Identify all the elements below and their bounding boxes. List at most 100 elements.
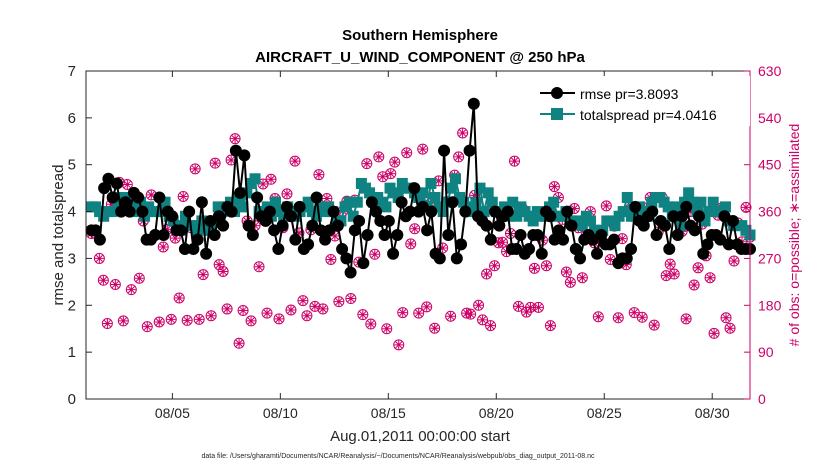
- obs-possible-point: [345, 293, 357, 305]
- obs-assimilated-point: [513, 301, 523, 311]
- obs-assimilated-point: [422, 302, 432, 312]
- obs-assimilated-point: [693, 263, 703, 273]
- y-left-tick-label: 4: [68, 204, 76, 221]
- rmse-point: [484, 233, 497, 246]
- y-right-tick-label: 630: [758, 63, 782, 79]
- totalspread-point: [662, 201, 674, 213]
- rmse-point: [225, 205, 238, 218]
- obs-assimilated-point: [258, 179, 268, 189]
- rmse-point: [357, 257, 370, 270]
- obs-assimilated-point: [182, 315, 192, 325]
- obs-possible-point: [473, 299, 485, 311]
- obs-assimilated-point: [398, 308, 408, 318]
- rmse-point: [438, 144, 451, 157]
- rmse-point: [561, 205, 574, 218]
- obs-assimilated-point: [529, 263, 539, 273]
- rmse-point: [548, 233, 561, 246]
- obs-possible-point: [740, 201, 752, 213]
- obs-assimilated-point: [689, 280, 699, 290]
- obs-assimilated-point: [322, 194, 332, 204]
- rmse-point: [688, 224, 701, 237]
- obs-possible-point: [417, 143, 429, 155]
- obs-possible-point: [213, 259, 225, 271]
- obs-assimilated-point: [649, 320, 659, 330]
- totalspread-point: [278, 210, 290, 222]
- y-right-tick-label: 90: [758, 344, 774, 360]
- obs-assimilated-point: [358, 310, 368, 320]
- rmse-point: [459, 205, 472, 218]
- obs-assimilated-point: [178, 191, 188, 201]
- obs-possible-point: [393, 339, 405, 351]
- obs-assimilated-point: [577, 273, 587, 283]
- obs-possible-point: [481, 268, 493, 280]
- obs-possible-point: [397, 307, 409, 319]
- totalspread-point: [417, 187, 429, 199]
- data-file-footnote: data file: /Users/gharamti/Documents/NCA…: [201, 453, 595, 460]
- totalspread-point: [437, 206, 449, 218]
- obs-possible-point: [560, 266, 572, 278]
- totalspread-point: [511, 210, 523, 222]
- rmse-point: [650, 229, 663, 241]
- obs-assimilated-point: [154, 317, 164, 327]
- obs-assimilated-point: [406, 239, 416, 249]
- legend: rmse pr=3.8093 totalspread pr=4.0416: [530, 76, 750, 126]
- obs-possible-point: [628, 307, 640, 319]
- obs-possible-point: [728, 255, 740, 267]
- obs-possible-point: [313, 169, 325, 181]
- rmse-point: [310, 191, 323, 204]
- obs-assimilated-point: [290, 156, 300, 166]
- obs-assimilated-point: [230, 134, 240, 144]
- obs-assimilated-point: [286, 305, 296, 315]
- obs-possible-point: [509, 155, 520, 167]
- rmse-point: [178, 243, 191, 256]
- totalspread-point: [486, 196, 498, 208]
- obs-assimilated-point: [262, 308, 272, 318]
- obs-assimilated-point: [709, 328, 719, 338]
- totalspread-point: [449, 173, 461, 185]
- obs-possible-point: [548, 181, 560, 193]
- obs-possible-point: [333, 296, 345, 308]
- rmse-point: [89, 224, 102, 237]
- totalspread-point: [548, 196, 560, 208]
- rmse-point: [374, 214, 387, 227]
- obs-assimilated-point: [102, 319, 112, 329]
- obs-assimilated-point: [126, 285, 136, 295]
- obs-possible-point: [453, 151, 465, 163]
- obs-assimilated-point: [134, 273, 144, 283]
- obs-possible-point: [692, 262, 704, 274]
- obs-possible-point: [409, 223, 421, 235]
- rmse-point: [174, 224, 187, 237]
- obs-assimilated-point: [250, 221, 260, 231]
- obs-assimilated-point: [661, 271, 671, 281]
- obs-assimilated-point: [226, 155, 236, 165]
- obs-assimilated-point: [414, 308, 424, 318]
- obs-possible-point: [708, 327, 720, 339]
- obs-assimilated-point: [210, 158, 220, 168]
- obs-assimilated-point: [194, 314, 204, 324]
- obs-possible-point: [373, 151, 385, 163]
- obs-assimilated-point: [106, 199, 116, 209]
- obs-possible-point: [544, 320, 556, 332]
- rmse-point: [378, 229, 391, 241]
- rmse-point: [187, 243, 200, 256]
- obs-assimilated-point: [525, 302, 535, 312]
- obs-possible-point: [205, 310, 217, 322]
- rmse-point: [382, 214, 395, 227]
- rmse-point: [408, 182, 421, 195]
- rmse-point: [680, 200, 693, 213]
- obs-possible-point: [93, 252, 105, 264]
- obs-assimilated-point: [490, 261, 500, 271]
- totalspread-point: [380, 201, 392, 213]
- rmse-point: [302, 238, 315, 251]
- rmse-point: [280, 200, 293, 213]
- rmse-point: [361, 229, 374, 241]
- obs-assimilated-point: [294, 228, 304, 238]
- totalspread-point: [482, 187, 494, 199]
- obs-assimilated-point: [162, 224, 172, 234]
- obs-possible-point: [668, 268, 680, 280]
- obs-assimilated-point: [438, 243, 448, 253]
- rmse-point: [535, 247, 548, 260]
- obs-possible-point: [197, 269, 209, 281]
- rmse-point: [119, 196, 132, 209]
